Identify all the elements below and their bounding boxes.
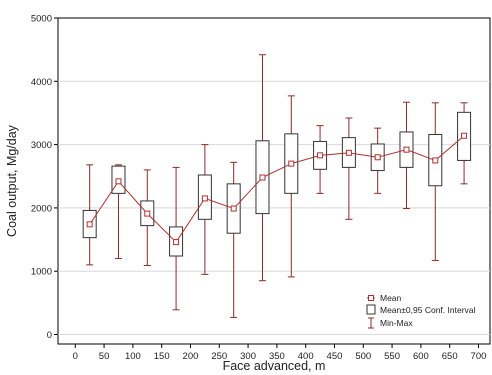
mean-point: [230, 205, 237, 212]
x-axis-label: Face advanced, m: [223, 359, 326, 373]
x-ticks: 0 50 100 150 200 250 300 350 400 450 500 550 600 650 7…: [73, 344, 487, 362]
x-tick-label: 300: [240, 351, 256, 362]
y-ticks: 0 1000 2000 3000 4000 5000: [31, 14, 58, 341]
mean-line: [89, 135, 465, 243]
legend-minmax-icon: [368, 317, 374, 329]
legend-conf-icon: [366, 304, 376, 315]
x-tick-label: 700: [471, 351, 487, 362]
mean-point: [144, 210, 151, 217]
x-tick-label: 0: [73, 351, 78, 362]
mean-point: [461, 132, 468, 139]
mean-point: [374, 154, 381, 161]
plot-area: [57, 17, 491, 345]
y-axis-label: Coal output, Mg/day: [5, 124, 19, 237]
x-tick-label: 150: [154, 351, 170, 362]
mean-point: [317, 152, 324, 159]
legend-mean-icon: [367, 295, 375, 301]
y-tick-label: 3000: [31, 140, 52, 151]
legend: Mean Mean±0,95 Conf. Interval Min-Max: [366, 293, 475, 329]
mean-point: [403, 146, 410, 153]
mean-point: [173, 239, 180, 246]
legend-minmax-label: Min-Max: [380, 318, 413, 328]
x-tick-label: 650: [442, 351, 458, 362]
mean-point: [288, 160, 295, 167]
y-tick-label: 4000: [31, 77, 52, 88]
mean-point: [115, 178, 122, 185]
mean-points: [86, 132, 468, 246]
x-tick-label: 100: [125, 351, 141, 362]
x-tick-label: 600: [413, 351, 429, 362]
mean-point: [345, 149, 352, 156]
x-tick-label: 200: [183, 351, 199, 362]
x-tick-label: 50: [99, 351, 110, 362]
y-tick-label: 0: [47, 330, 52, 341]
y-tick-label: 2000: [31, 203, 52, 214]
mean-point: [432, 157, 439, 164]
mean-point: [259, 174, 266, 181]
x-tick-label: 450: [327, 351, 343, 362]
y-tick-label: 5000: [31, 14, 52, 25]
x-tick-label: 550: [384, 351, 400, 362]
grid-lines: [58, 80, 490, 336]
x-tick-label: 400: [298, 351, 314, 362]
legend-conf-label: Mean±0,95 Conf. Interval: [380, 305, 475, 315]
y-tick-label: 1000: [31, 267, 52, 278]
legend-mean-label: Mean: [380, 293, 402, 303]
mean-point: [201, 195, 208, 202]
mean-line-group: [89, 135, 465, 243]
x-tick-label: 350: [269, 351, 285, 362]
mean-point: [86, 221, 93, 228]
x-tick-label: 500: [355, 351, 371, 362]
x-tick-label: 250: [211, 351, 227, 362]
